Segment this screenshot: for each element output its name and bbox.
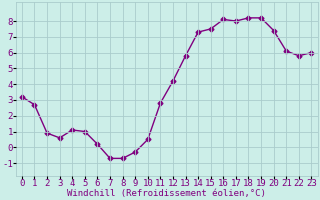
X-axis label: Windchill (Refroidissement éolien,°C): Windchill (Refroidissement éolien,°C) (67, 189, 266, 198)
